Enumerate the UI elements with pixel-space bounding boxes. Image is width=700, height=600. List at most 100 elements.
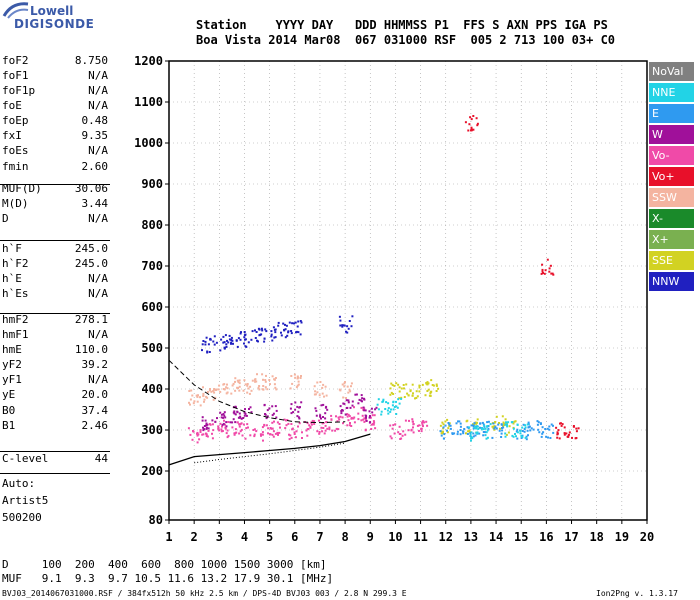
chart-curves	[168, 359, 371, 466]
ionogram-point	[225, 343, 228, 346]
ionogram-point	[239, 338, 242, 341]
ionogram-point	[271, 339, 274, 342]
ionogram-point	[541, 432, 544, 435]
ionogram-point	[234, 377, 237, 380]
ionogram-point	[202, 340, 205, 342]
ionogram-point	[230, 339, 233, 341]
ionogram-point	[544, 428, 547, 430]
ionogram-point	[221, 425, 223, 428]
ionogram-point	[389, 424, 392, 427]
ionogram-point	[205, 435, 208, 437]
ionogram-point	[273, 378, 276, 381]
ionogram-point	[486, 421, 489, 424]
ionogram-point	[310, 423, 313, 426]
ionogram-point	[495, 427, 498, 430]
ionogram-point	[556, 433, 559, 436]
ionogram-point	[404, 433, 407, 436]
ionogram-point	[271, 414, 274, 417]
ionogram-point	[247, 426, 249, 429]
ionogram-point	[324, 406, 327, 409]
ionogram-point	[202, 392, 205, 395]
ionogram-point	[407, 429, 410, 432]
ionogram-point	[224, 427, 227, 430]
ionogram-point	[443, 433, 446, 436]
ionogram-point	[270, 335, 273, 338]
x-tick-label: 1	[165, 530, 172, 544]
ionogram-point	[323, 395, 325, 398]
ionogram-point	[285, 424, 288, 427]
param-value: 3.44	[81, 197, 109, 210]
ionogram-point	[298, 417, 301, 420]
ionogram-point	[306, 428, 309, 431]
ionogram-point	[289, 434, 292, 437]
ionogram-point	[393, 384, 396, 387]
ionogram-point	[399, 438, 402, 440]
ionogram-point	[399, 433, 402, 435]
ionogram-point	[472, 423, 474, 426]
ionogram-point	[244, 345, 247, 348]
ionogram-point	[362, 406, 365, 409]
ionogram-point	[188, 390, 191, 392]
ionogram-point	[348, 424, 351, 427]
param-value: 9.35	[81, 129, 109, 142]
ionogram-point	[528, 425, 531, 428]
ionogram-point	[350, 325, 353, 328]
ionogram-point	[542, 272, 544, 274]
ionogram-point	[501, 429, 504, 432]
ionogram-point	[481, 427, 483, 429]
ionogram-point	[387, 407, 390, 410]
ionogram-point	[371, 414, 374, 417]
ionogram-point	[275, 416, 278, 419]
ionogram-point	[246, 383, 249, 385]
ionogram-point	[411, 394, 414, 397]
ionogram-point	[196, 432, 198, 435]
ionogram-point	[391, 384, 394, 387]
ionogram-point	[285, 419, 287, 422]
ionogram-point	[377, 398, 380, 401]
ionogram-point	[465, 432, 467, 435]
ionogram-point	[328, 426, 331, 429]
ionogram-point	[548, 428, 551, 431]
ionogram-point	[217, 388, 220, 391]
ionogram-point	[322, 427, 325, 429]
legend-item-vo-: Vo-	[649, 146, 694, 165]
ionogram-point	[501, 427, 503, 429]
y-tick-label: 400	[141, 382, 163, 396]
ionogram-point	[446, 429, 448, 432]
ionogram-point	[426, 390, 429, 392]
ionogram-point	[455, 422, 458, 425]
ionogram-point	[231, 384, 234, 387]
ionogram-point	[284, 427, 287, 430]
param-value: 2.46	[81, 419, 109, 432]
ionogram-point	[495, 415, 498, 418]
ionogram-point	[468, 426, 471, 429]
ionogram-point	[521, 430, 524, 432]
x-tick-label: 20	[640, 530, 654, 544]
x-tick-label: 8	[341, 530, 348, 544]
ionogram-point	[300, 401, 303, 404]
ionogram-point	[353, 416, 356, 419]
ionogram-point	[321, 386, 324, 389]
ionogram-point	[259, 433, 262, 436]
ionogram-point	[347, 401, 350, 404]
ionogram-point	[341, 383, 344, 386]
ionogram-point	[295, 386, 298, 389]
ionogram-point	[254, 337, 257, 339]
ionogram-point	[255, 331, 258, 333]
ionogram-point	[516, 423, 519, 426]
ionogram-point	[306, 434, 309, 437]
ionogram-point	[250, 338, 253, 341]
ionogram-point	[339, 324, 342, 327]
ionogram-point	[484, 431, 487, 434]
ionogram-point	[232, 342, 234, 345]
ionogram-point	[291, 322, 294, 325]
ionogram-point	[484, 427, 487, 430]
ionogram-point	[471, 437, 474, 440]
ionogram-point	[552, 424, 554, 427]
ionogram-point	[191, 394, 194, 397]
ionogram-point	[290, 375, 293, 377]
ionogram-point	[239, 415, 242, 418]
param-value: N/A	[88, 84, 108, 97]
ionogram-point	[538, 431, 541, 434]
ionogram-point	[546, 427, 549, 430]
